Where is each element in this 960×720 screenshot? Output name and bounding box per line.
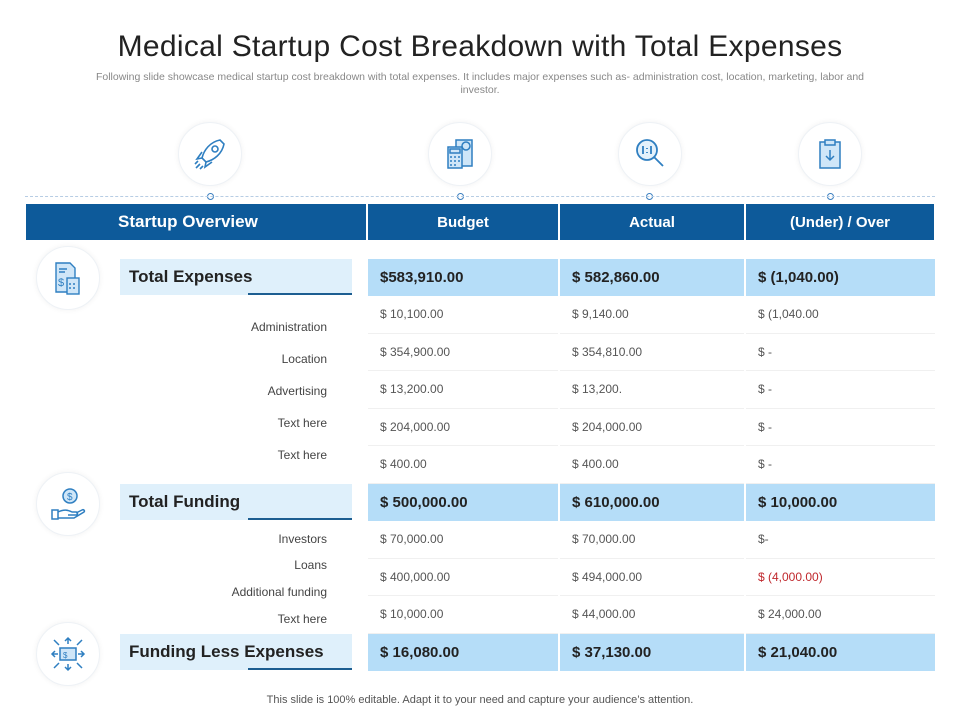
table-cell: $ 70,000.00 [560, 521, 744, 559]
header-startup-overview: Startup Overview [26, 204, 366, 240]
total-cell: $ (1,040.00) [746, 259, 935, 296]
section-underline [248, 293, 352, 295]
table-cell: $ 24,000.00 [746, 596, 935, 634]
table-cell: $ - [746, 409, 935, 446]
table-cell: $ 204,000.00 [368, 409, 558, 446]
table-cell: $ 494,000.00 [560, 559, 744, 596]
row-label: Additional funding [231, 585, 327, 599]
magnifier-icon [618, 122, 682, 186]
table-cell: $ 400,000.00 [368, 559, 558, 596]
invoice-calculator-icon: $ [36, 246, 100, 310]
header-actual: Actual [560, 204, 744, 240]
row-label: Loans [294, 558, 327, 572]
table-cell: $ 13,200. [560, 371, 744, 409]
section-underline [248, 518, 352, 520]
section-underline [248, 668, 352, 670]
wallet-arrows-icon: $ [36, 622, 100, 686]
rocket-icon [178, 122, 242, 186]
row-label: Text here [277, 416, 327, 430]
table-cell: $ 13,200.00 [368, 371, 558, 409]
total-cell: $583,910.00 [368, 259, 558, 296]
row-label: Text here [277, 448, 327, 462]
table-cell: $ 10,000.00 [368, 596, 558, 634]
table-cell: $ - [746, 371, 935, 409]
footer-note: This slide is 100% editable. Adapt it to… [266, 694, 694, 706]
total-cell: $ 610,000.00 [560, 484, 744, 521]
section-label: Funding Less Expenses [120, 634, 352, 670]
section-label: Total Funding [120, 484, 352, 520]
svg-text:$: $ [58, 277, 64, 289]
table-cell: $ 10,100.00 [368, 296, 558, 334]
row-label: Administration [250, 320, 327, 334]
header-under-over: (Under) / Over [746, 204, 934, 240]
table-cell: $ - [746, 446, 935, 484]
hand-coin-icon: $ [36, 472, 100, 536]
page-subtitle: Following slide showcase medical startup… [95, 71, 865, 96]
table-cell: $ 400.00 [560, 446, 744, 484]
table-cell: $ 70,000.00 [368, 521, 558, 559]
table-cell: $ 354,810.00 [560, 334, 744, 371]
clipboard-download-icon [798, 122, 862, 186]
page-title: Medical Startup Cost Breakdown with Tota… [117, 30, 843, 63]
calculator-document-icon [428, 122, 492, 186]
table-cell: $ 9,140.00 [560, 296, 744, 334]
table-cell: $ 354,900.00 [368, 334, 558, 371]
table-cell: $ (1,040.00 [746, 296, 935, 334]
table-cell: $ 44,000.00 [560, 596, 744, 634]
total-cell: $ 10,000.00 [746, 484, 935, 521]
svg-text:$: $ [67, 492, 73, 503]
row-label: Location [281, 352, 327, 366]
section-label: Total Expenses [120, 259, 352, 295]
total-cell: $ 21,040.00 [746, 634, 935, 671]
table-cell: $ (4,000.00) [746, 559, 935, 596]
header-budget: Budget [368, 204, 558, 240]
row-label: Advertising [267, 384, 327, 398]
total-cell: $ 500,000.00 [368, 484, 558, 521]
total-cell: $ 16,080.00 [368, 634, 558, 671]
table-cell: $ 400.00 [368, 446, 558, 484]
row-label: Investors [278, 532, 327, 546]
table-cell: $ 204,000.00 [560, 409, 744, 446]
row-label: Text here [277, 612, 327, 626]
table-cell: $ - [746, 334, 935, 371]
svg-text:$: $ [63, 651, 68, 660]
total-cell: $ 582,860.00 [560, 259, 744, 296]
total-cell: $ 37,130.00 [560, 634, 744, 671]
table-cell: $- [746, 521, 935, 559]
timeline-line [25, 196, 935, 197]
